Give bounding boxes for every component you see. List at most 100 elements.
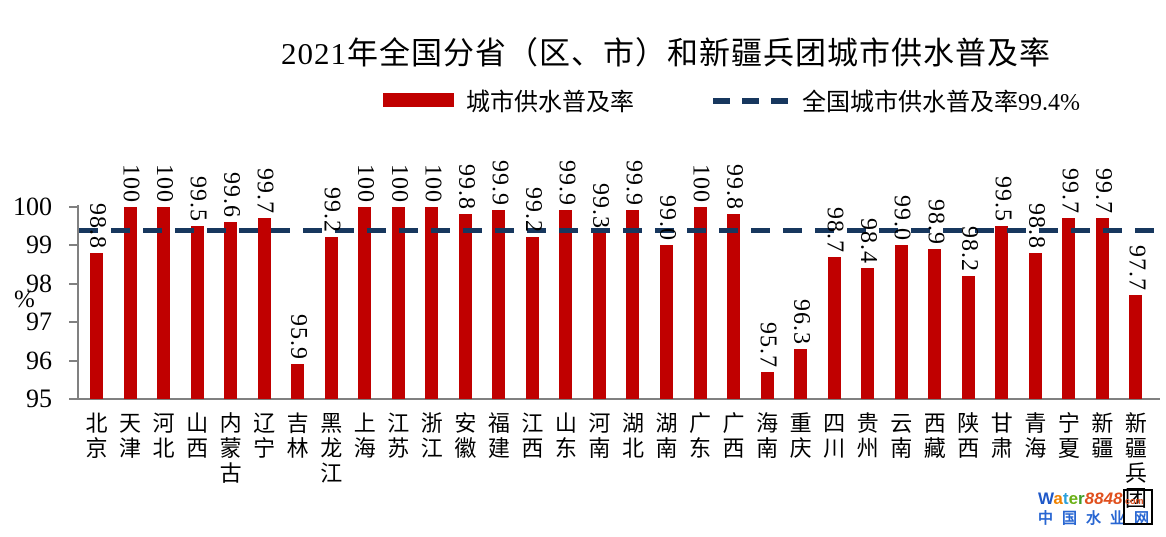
bar <box>190 225 204 399</box>
bar-value-label: 95.9 <box>285 314 312 361</box>
bar-value-label: 100 <box>352 163 379 203</box>
bar <box>760 372 774 399</box>
watermark-logo-segment: 8848 <box>1084 489 1123 508</box>
x-axis-category-label: 陕西 <box>957 411 980 461</box>
y-axis-tick <box>69 244 77 246</box>
x-axis-category-label: 西藏 <box>923 411 946 461</box>
x-axis-category-label: 福建 <box>487 411 510 461</box>
bar-value-label: 99.9 <box>553 160 580 207</box>
watermark-logo-segment: W <box>1038 489 1054 508</box>
bar-value-label: 98.8 <box>84 202 110 249</box>
y-axis-tick-label: 99 <box>26 230 52 259</box>
bar-value-label: 99.5 <box>989 175 1016 222</box>
bar <box>592 233 606 399</box>
bar <box>894 245 908 399</box>
x-axis-line <box>69 398 1160 400</box>
bar <box>492 210 506 399</box>
bar <box>224 221 238 399</box>
y-axis-tick <box>69 282 77 285</box>
selection-box <box>1123 489 1153 525</box>
x-axis-category-label: 四川 <box>823 411 846 461</box>
x-axis-category-label: 湖北 <box>621 411 644 461</box>
watermark-logo-segment: r <box>1078 489 1085 508</box>
bar <box>1095 218 1109 399</box>
x-axis-category-label: 云南 <box>890 411 913 461</box>
y-axis-tick <box>69 321 77 323</box>
x-axis-category-label: 宁夏 <box>1057 411 1080 461</box>
bar-value-label: 99.9 <box>620 160 647 207</box>
bar-value-label: 99.8 <box>452 164 479 211</box>
x-axis-category-label: 上海 <box>353 411 376 461</box>
y-axis-tick <box>69 398 77 400</box>
bar-value-label: 95.7 <box>754 322 781 369</box>
x-axis-category-label: 湖南 <box>655 411 678 461</box>
bar-value-label: 98.4 <box>855 218 882 265</box>
y-axis-tick-label: 98 <box>26 268 52 298</box>
bar <box>324 237 338 399</box>
bar-value-label: 99.0 <box>888 195 915 241</box>
x-axis-category-label: 吉林 <box>286 411 309 461</box>
bar-value-label: 99.7 <box>1089 168 1116 215</box>
x-axis-category-label: 河北 <box>152 411 175 461</box>
bar <box>391 206 405 399</box>
x-axis-category-label: 辽宁 <box>253 411 276 461</box>
bar-value-label: 99.2 <box>318 187 345 234</box>
x-axis-category-label: 新疆 <box>1091 411 1114 461</box>
legend-line-label: 全国城市供水普及率99.4% <box>802 90 1080 116</box>
watermark-logo-segment: e <box>1068 489 1079 508</box>
bar-value-label: 100 <box>385 163 412 203</box>
bar-value-label: 99.7 <box>1056 168 1083 215</box>
bar <box>157 206 171 399</box>
watermark-site-name: 中国水业网 <box>1038 510 1159 527</box>
bar <box>1129 295 1143 399</box>
y-axis-tick-label: 96 <box>26 345 52 375</box>
bar <box>525 237 539 399</box>
x-axis-category-label: 安徽 <box>454 411 477 461</box>
bar-value-label: 98.2 <box>955 225 982 272</box>
bar <box>123 206 137 399</box>
bar <box>358 206 372 399</box>
bar <box>458 214 472 399</box>
bar-value-label: 100 <box>687 163 714 203</box>
x-axis-category-label: 浙江 <box>420 411 443 461</box>
bar <box>861 268 875 399</box>
x-axis-category-label: 北京 <box>85 411 108 461</box>
y-axis-line <box>77 205 79 400</box>
watermark-logo-segment: a <box>1053 489 1063 508</box>
y-axis-tick-label: 97 <box>26 307 52 336</box>
bar <box>827 256 841 399</box>
bar-value-label: 99.0 <box>654 195 680 241</box>
bar-value-label: 98.9 <box>922 198 949 245</box>
y-axis-unit-label: % <box>14 286 35 313</box>
bar <box>693 206 707 399</box>
x-axis-category-label: 广东 <box>689 411 712 461</box>
x-axis-category-label: 内蒙古 <box>219 411 242 486</box>
bar-value-label: 97.7 <box>1123 245 1150 292</box>
bar <box>1062 218 1076 399</box>
bar <box>291 364 305 399</box>
watermark: Water8848.com 中国水业网 <box>1038 490 1158 527</box>
x-axis-category-label: 甘肃 <box>990 411 1013 461</box>
national-average-dashed-line <box>79 227 1158 233</box>
bar <box>559 210 573 399</box>
bar-value-label: 99.9 <box>486 160 513 207</box>
y-axis-tick-label: 100 <box>13 191 52 221</box>
x-axis-category-label: 山东 <box>554 411 577 461</box>
x-axis-category-label: 海南 <box>756 411 779 461</box>
bar-value-label: 100 <box>419 163 446 203</box>
x-axis-category-label: 天津 <box>119 411 142 461</box>
bar-value-label: 99.3 <box>586 183 613 230</box>
bar-value-label: 99.5 <box>184 175 211 222</box>
x-axis-category-label: 青海 <box>1024 411 1047 461</box>
x-axis-category-label: 江西 <box>521 411 544 461</box>
bar <box>995 225 1009 399</box>
y-axis-tick <box>69 205 77 208</box>
bar <box>90 252 103 399</box>
legend-bar-swatch <box>383 93 454 107</box>
bar <box>961 275 975 399</box>
bar <box>928 248 942 399</box>
bar-value-label: 99.6 <box>218 171 245 218</box>
legend-bar-label: 城市供水普及率 <box>466 90 634 116</box>
legend-dashed-line-swatch <box>713 98 790 104</box>
